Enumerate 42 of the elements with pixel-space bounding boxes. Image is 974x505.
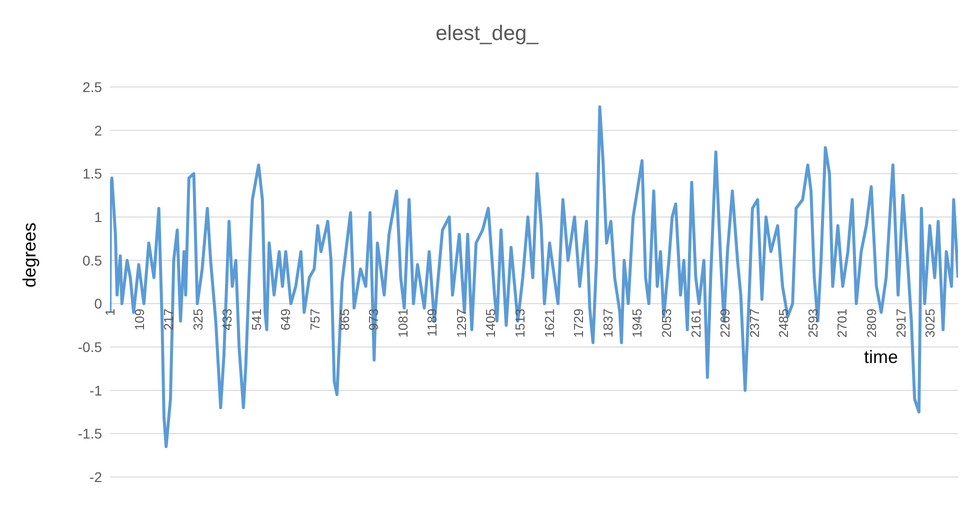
y-tick-label: -0.5 bbox=[78, 338, 102, 355]
x-tick-label: 2161 bbox=[688, 308, 704, 338]
x-tick-label: 1081 bbox=[395, 308, 410, 338]
y-tick-label: 0.5 bbox=[82, 252, 102, 268]
x-tick-label: 217 bbox=[161, 308, 176, 330]
y-tick-label: 2 bbox=[94, 122, 102, 138]
x-axis-title: time bbox=[864, 347, 898, 368]
x-tick-label: 1297 bbox=[454, 308, 469, 338]
y-axis-title: degrees bbox=[20, 222, 40, 288]
x-tick-label: 865 bbox=[336, 308, 352, 330]
x-tick-label: 2593 bbox=[805, 308, 820, 338]
x-tick-label: 2809 bbox=[864, 308, 879, 338]
chart-title: elest_deg_ bbox=[434, 22, 540, 46]
x-tick-label: 2917 bbox=[893, 308, 908, 338]
y-tick-label: -2 bbox=[90, 468, 102, 485]
y-tick-label: 1 bbox=[94, 208, 102, 225]
x-tick-label: 2701 bbox=[834, 308, 850, 338]
x-tick-label: 1837 bbox=[600, 308, 616, 338]
x-tick-label: 1405 bbox=[483, 308, 498, 338]
y-tick-label: 0 bbox=[94, 296, 102, 312]
x-tick-label: 1513 bbox=[512, 308, 528, 338]
y-tick-label: 1.5 bbox=[82, 166, 102, 182]
x-tick-label: 649 bbox=[278, 308, 294, 330]
y-tick-label: -1 bbox=[90, 382, 102, 398]
x-tick-label: 2485 bbox=[776, 308, 792, 338]
x-tick-label: 1945 bbox=[630, 308, 645, 338]
x-tick-label: 433 bbox=[220, 308, 235, 330]
y-tick-label: 2.5 bbox=[82, 78, 102, 95]
x-tick-label: 973 bbox=[366, 308, 382, 330]
x-tick-label: 325 bbox=[190, 308, 206, 330]
x-tick-label: 1621 bbox=[542, 308, 557, 338]
x-tick-label: 109 bbox=[132, 308, 147, 330]
x-tick-label: 1189 bbox=[424, 308, 440, 337]
x-tick-label: 757 bbox=[308, 308, 323, 330]
x-tick-label: 1 bbox=[102, 308, 118, 316]
x-tick-label: 541 bbox=[248, 308, 264, 330]
y-tick-label: -1.5 bbox=[78, 426, 102, 442]
x-tick-label: 3025 bbox=[922, 308, 938, 338]
x-tick-label: 2053 bbox=[658, 308, 674, 338]
x-tick-label: 1729 bbox=[571, 308, 586, 338]
x-tick-label: 2377 bbox=[746, 308, 762, 338]
x-tick-label: 2269 bbox=[718, 308, 733, 338]
